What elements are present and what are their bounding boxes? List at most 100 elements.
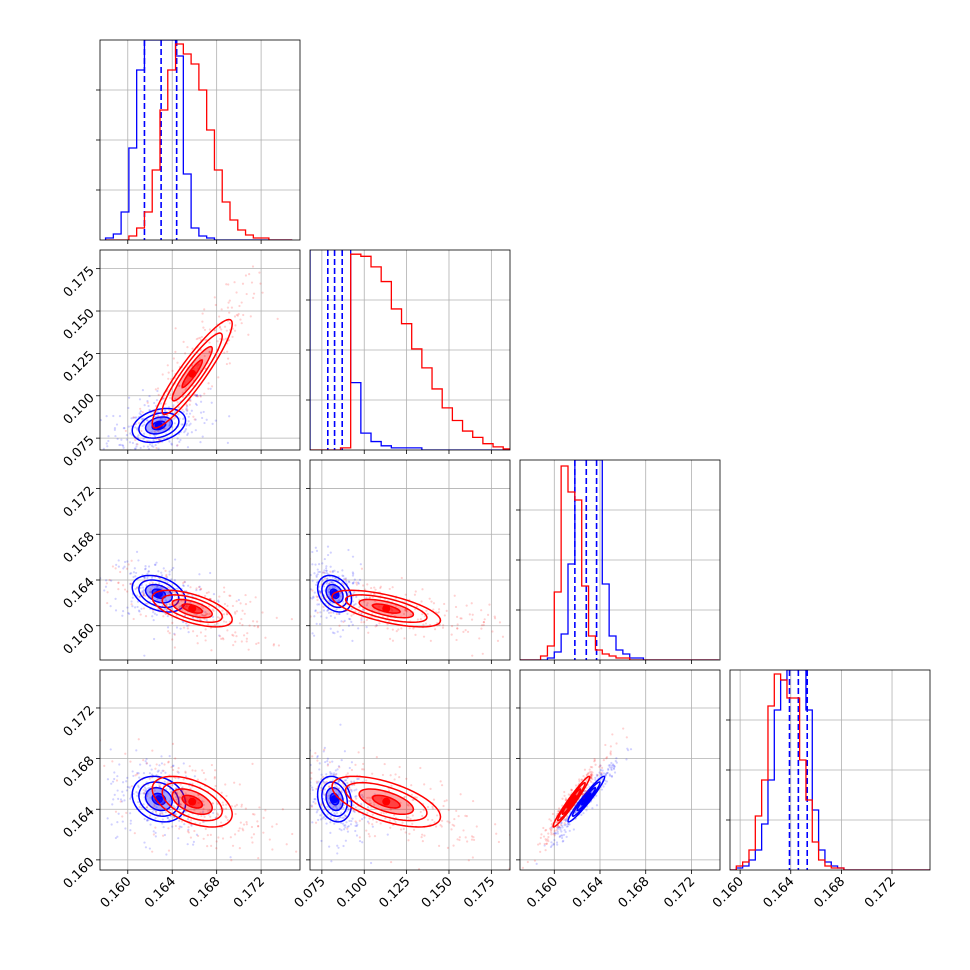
scatter-point bbox=[563, 818, 566, 821]
scatter-point bbox=[157, 570, 160, 573]
scatter-point bbox=[213, 775, 216, 779]
scatter-point bbox=[251, 620, 255, 623]
contour-line bbox=[316, 574, 353, 613]
scatter-point bbox=[354, 763, 357, 766]
scatter-point bbox=[149, 591, 152, 594]
scatter-point bbox=[323, 557, 326, 561]
scatter-point bbox=[335, 819, 338, 822]
scatter-point bbox=[119, 477, 121, 479]
scatter-point bbox=[605, 757, 608, 760]
scatter-point bbox=[230, 306, 234, 309]
scatter-point bbox=[400, 576, 403, 580]
scatter-point bbox=[222, 620, 226, 623]
scatter-point bbox=[608, 774, 612, 777]
scatter-point bbox=[155, 613, 158, 616]
scatter-point bbox=[147, 570, 150, 573]
scatter-point bbox=[549, 829, 553, 832]
scatter-point bbox=[342, 574, 345, 578]
scatter-point bbox=[340, 620, 343, 623]
scatter-point bbox=[156, 598, 159, 601]
scatter-point bbox=[594, 776, 597, 779]
hist-series-group bbox=[310, 250, 510, 450]
scatter-point bbox=[354, 824, 357, 827]
scatter-point bbox=[351, 582, 355, 585]
scatter-point bbox=[181, 810, 184, 814]
scatter-point bbox=[610, 775, 614, 778]
scatter-point bbox=[122, 446, 125, 449]
scatter-point bbox=[610, 767, 613, 770]
scatter-point bbox=[145, 806, 149, 809]
scatter-point bbox=[338, 792, 341, 796]
scatter-point bbox=[182, 584, 185, 587]
scatter-point bbox=[195, 613, 198, 617]
scatter-point bbox=[176, 437, 179, 440]
scatter-point bbox=[332, 773, 335, 777]
scatter-point bbox=[105, 442, 108, 445]
scatter-point bbox=[314, 821, 318, 824]
panel-frame bbox=[99, 39, 301, 241]
scatter-point bbox=[342, 603, 345, 606]
scatter-point bbox=[587, 772, 590, 775]
scatter-point bbox=[152, 609, 155, 612]
scatter-point bbox=[325, 571, 329, 575]
scatter-point bbox=[176, 601, 179, 604]
scatter-point bbox=[113, 428, 116, 431]
scatter-point bbox=[365, 779, 368, 782]
scatter-point bbox=[608, 764, 612, 767]
contour-line bbox=[131, 775, 187, 823]
scatter-point bbox=[456, 838, 459, 841]
scatter-point bbox=[301, 561, 303, 563]
scatter-point bbox=[134, 426, 137, 429]
scatter-point bbox=[560, 836, 564, 840]
scatter-point bbox=[495, 832, 498, 835]
scatter-point bbox=[341, 569, 344, 572]
scatter-point bbox=[365, 596, 368, 599]
scatter-point bbox=[398, 765, 401, 769]
scatter-point bbox=[143, 576, 146, 580]
scatter-point bbox=[171, 825, 174, 828]
scatter-point bbox=[178, 827, 181, 830]
scatter-point bbox=[204, 634, 207, 638]
scatter-point bbox=[493, 617, 497, 620]
scatter-point bbox=[379, 585, 382, 588]
scatter-point bbox=[326, 795, 329, 798]
scatter-point bbox=[355, 797, 358, 800]
scatter-point bbox=[256, 626, 260, 629]
scatter-point bbox=[351, 817, 354, 820]
scatter-point bbox=[310, 777, 313, 780]
scatter-point bbox=[275, 823, 278, 826]
scatter-point bbox=[338, 612, 341, 615]
hist-step-red bbox=[310, 253, 510, 450]
scatter-point bbox=[361, 794, 364, 797]
scatter-point bbox=[157, 393, 160, 396]
scatter-point bbox=[188, 765, 191, 768]
scatter-point bbox=[134, 438, 137, 442]
scatter-point bbox=[173, 633, 176, 636]
scatter-point bbox=[91, 516, 93, 518]
scatter-point bbox=[563, 790, 566, 794]
scatter-point bbox=[154, 443, 157, 447]
scatter-point bbox=[373, 593, 376, 596]
hist-panel-2 bbox=[516, 459, 721, 664]
scatter-point bbox=[167, 761, 170, 764]
scatter-point bbox=[150, 773, 154, 776]
scatter-point bbox=[307, 789, 309, 791]
scatter-point bbox=[163, 427, 166, 430]
contour-line bbox=[571, 781, 601, 817]
scatter-point bbox=[154, 388, 157, 391]
scatter-point bbox=[92, 753, 94, 755]
density-peak bbox=[567, 797, 576, 806]
scatter-point bbox=[434, 628, 437, 631]
scatter-point bbox=[501, 635, 505, 638]
scatter-point bbox=[333, 632, 336, 635]
scatter-point bbox=[211, 422, 214, 425]
scatter-point bbox=[196, 778, 200, 781]
hist-step-blue bbox=[730, 670, 930, 870]
scatter-point bbox=[137, 786, 140, 789]
scatter-point bbox=[276, 317, 279, 320]
scatter-point bbox=[174, 776, 177, 780]
scatter-point bbox=[228, 415, 231, 418]
scatter-point bbox=[203, 421, 206, 425]
scatter-point bbox=[166, 585, 169, 589]
scatter-point bbox=[345, 774, 348, 777]
